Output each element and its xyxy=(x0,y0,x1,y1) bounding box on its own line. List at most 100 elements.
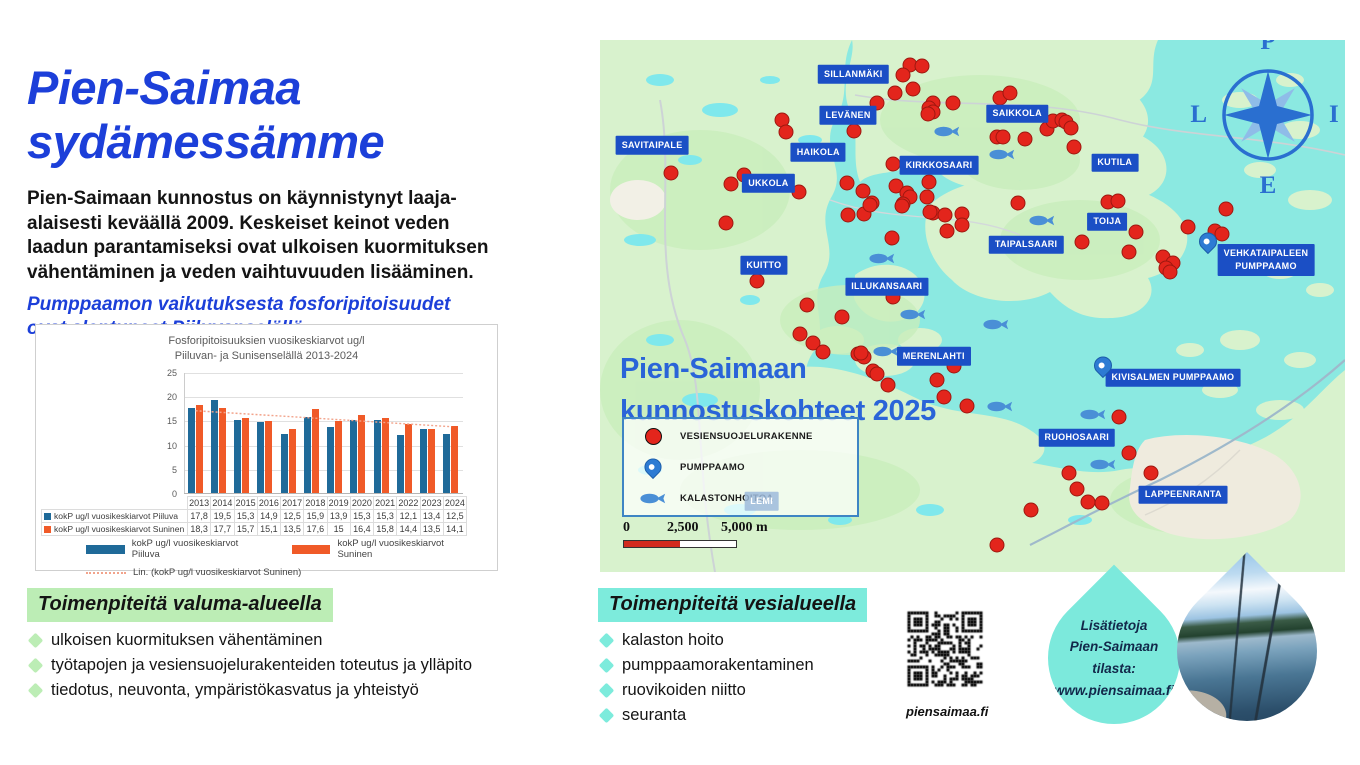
y-axis-tick-label: 15 xyxy=(166,416,177,427)
chart-bar xyxy=(404,424,412,494)
scale-0: 0 xyxy=(623,520,630,535)
water-protection-structure-marker xyxy=(846,123,862,139)
water-protection-structure-marker xyxy=(939,223,955,239)
chart-bar xyxy=(381,417,389,494)
legend-pin-icon xyxy=(640,454,666,480)
lake-photo xyxy=(1148,552,1346,750)
fish-stock-care-icon xyxy=(1080,408,1106,426)
legend-swatch xyxy=(86,544,125,554)
water-protection-structure-marker xyxy=(1061,465,1077,481)
water-protection-structure-marker xyxy=(663,165,679,181)
map-label-illukansaari: ILLUKANSAARI xyxy=(845,277,929,297)
list-item: työtapojen ja vesiensuojelurakenteiden t… xyxy=(27,653,472,678)
chart-bar xyxy=(195,405,203,494)
list-item-label: ulkoisen kuormituksen vähentäminen xyxy=(51,631,323,649)
legend-label: Lin. (kokP ug/l vuosikeskiarvot Suninen) xyxy=(133,567,302,578)
y-axis-tick-label: 10 xyxy=(166,440,177,451)
chart-bar xyxy=(373,419,381,494)
intro-paragraph: Pien-Saimaan kunnostus on käynnistynyt l… xyxy=(27,188,489,284)
chart-gridline xyxy=(184,397,463,399)
map-label-haikola: HAIKOLA xyxy=(790,143,846,162)
chart-bar xyxy=(350,419,358,494)
diamond-bullet-icon xyxy=(598,707,615,724)
water-protection-structure-marker xyxy=(1023,502,1039,518)
fish-stock-care-icon xyxy=(873,345,899,363)
map-legend-item: VESIENSUOJELURAKENNE xyxy=(640,422,857,450)
water-protection-structure-marker xyxy=(749,273,765,289)
list-item-label: tiedotus, neuvonta, ympäristökasvatus ja… xyxy=(51,681,419,699)
scale-2500: 2,500 xyxy=(667,520,699,535)
map-label-merenlahti: MERENLAHTI xyxy=(896,346,971,366)
map-label-toija: TOIJA xyxy=(1087,212,1128,232)
diamond-bullet-icon xyxy=(27,682,44,699)
legend-item-label: VESIENSUOJELURAKENNE xyxy=(680,430,813,442)
water-protection-structure-marker xyxy=(815,344,831,360)
photo-drop xyxy=(1148,552,1346,750)
water-protection-structure-marker xyxy=(1017,131,1033,147)
water-protection-structure-marker xyxy=(905,81,921,97)
chart-gridline xyxy=(184,469,463,471)
water-protection-structure-marker xyxy=(1121,445,1137,461)
water-protection-structure-marker xyxy=(885,156,901,172)
water-protection-structure-marker xyxy=(989,537,1005,553)
water-protection-structure-marker xyxy=(792,326,808,342)
water-protection-structure-marker xyxy=(862,197,878,213)
water-protection-structure-marker xyxy=(880,377,896,393)
water-protection-structure-marker xyxy=(869,366,885,382)
list-item: seuranta xyxy=(598,703,814,728)
map-label-ruohosaari: RUOHOSAARI xyxy=(1038,428,1116,448)
map-label-kirkkosaari: KIRKKOSAARI xyxy=(899,155,979,175)
diamond-bullet-icon xyxy=(598,632,615,649)
restoration-map: Pien-Saimaan kunnostuskohteet 2025 VESIE… xyxy=(600,40,1345,572)
water-protection-structure-marker xyxy=(723,176,739,192)
chart-bar xyxy=(265,420,273,494)
water-protection-structure-marker xyxy=(995,129,1011,145)
water-protection-structure-marker xyxy=(921,174,937,190)
qr-caption[interactable]: piensaimaa.fi xyxy=(906,704,989,719)
map-label-saikkola: SAIKKOLA xyxy=(986,104,1048,124)
map-label-kivisalmen-pumppaamo: KIVISALMEN PUMPPAAMO xyxy=(1105,368,1241,388)
legend-item-label: KALASTONHOITOA xyxy=(680,492,774,504)
chart-title: Fosforipitoisuuksien vuosikeskiarvot ug/… xyxy=(168,335,365,363)
compass-star-icon xyxy=(1222,69,1314,161)
water-protection-structure-marker xyxy=(936,389,952,405)
water-protection-structure-marker xyxy=(884,230,900,246)
compass-west-label: L xyxy=(1190,101,1207,128)
scalebar-bar xyxy=(623,540,737,548)
water-protection-structure-marker xyxy=(1218,201,1234,217)
list-item-label: ruovikoiden niitto xyxy=(622,681,746,699)
water-protection-structure-marker xyxy=(834,309,850,325)
compass-north-label: P xyxy=(1260,40,1276,55)
fish-stock-care-icon xyxy=(900,308,926,326)
water-protection-structure-marker xyxy=(840,207,856,223)
map-label-lev-nen: LEVÄNEN xyxy=(819,105,877,125)
water-protection-structure-marker xyxy=(718,215,734,231)
legend-swatch xyxy=(291,544,331,554)
water-protection-structure-marker xyxy=(855,183,871,199)
chart-bar xyxy=(288,428,296,494)
water-protection-structure-marker xyxy=(839,175,855,191)
trendline xyxy=(195,410,452,428)
x-axis-line xyxy=(184,493,463,494)
water-protection-structure-marker xyxy=(895,67,911,83)
chart-bar xyxy=(420,429,428,494)
chart-data-table: 2013 2014 2015 2016 2017 2018 2019 2020 2021 2022… xyxy=(41,496,468,536)
water-protection-structure-marker xyxy=(894,198,910,214)
compass-east-label: I xyxy=(1329,101,1339,128)
fish-stock-care-icon xyxy=(987,400,1013,418)
water-protection-structure-marker xyxy=(853,345,869,361)
y-axis-tick-label: 25 xyxy=(166,368,177,378)
fish-stock-care-icon xyxy=(869,252,895,270)
chart-gridline xyxy=(184,445,463,447)
chart-bar xyxy=(451,425,459,494)
list-item: tiedotus, neuvonta, ympäristökasvatus ja… xyxy=(27,678,472,703)
water-protection-structure-marker xyxy=(1069,481,1085,497)
y-axis-tick-label: 20 xyxy=(166,392,177,403)
map-legend: VESIENSUOJELURAKENNE PUMPPAAMO KALASTONHOI… xyxy=(622,417,859,517)
water-protection-structure-marker xyxy=(1066,139,1082,155)
diamond-bullet-icon xyxy=(27,632,44,649)
water-protection-structure-marker xyxy=(959,398,975,414)
list-item-label: kalaston hoito xyxy=(622,631,724,649)
map-label-lappeenranta: LAPPEENRANTA xyxy=(1138,485,1228,505)
legend-dot-icon xyxy=(640,427,666,445)
